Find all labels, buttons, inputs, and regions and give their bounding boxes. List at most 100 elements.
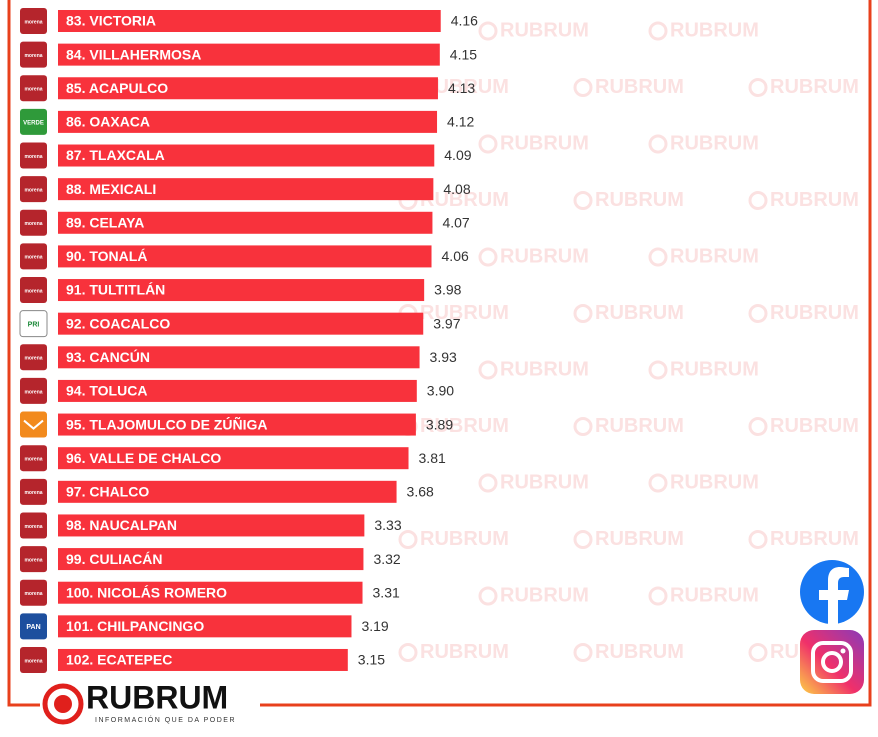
watermark-ring [398,530,418,549]
value-label: 4.08 [443,181,470,197]
watermark: RUBRUM [770,528,859,550]
bar [58,548,364,571]
value-label: 4.06 [442,248,469,264]
watermark: RUBRUM [420,302,509,324]
category-label: 98. NAUCALPAN [66,517,177,533]
bar [58,43,440,66]
category-label: 85. ACAPULCO [66,80,168,96]
watermark-ring [573,304,593,323]
watermark: RUBRUM [500,471,589,493]
facebook-icon[interactable] [800,560,864,626]
value-label: 3.93 [430,349,457,365]
watermark: RUBRUM [420,76,509,98]
brand-name: RUBRUM [86,679,228,715]
watermark-ring [648,360,668,380]
party-logo-text: morena [24,187,42,193]
watermark: RUBRUM [670,584,759,606]
party-logo-text: morena [24,87,42,93]
watermark-ring [648,21,668,41]
bar [58,413,416,436]
value-label: 3.15 [358,652,385,668]
party-logo [20,277,47,304]
party-logo [20,613,47,640]
watermark-ring [478,247,498,267]
party-logo-text: morena [24,221,42,227]
watermark: RUBRUM [500,132,589,154]
bar [58,346,420,369]
party-logo-mark [23,419,44,430]
value-label: 3.33 [374,517,401,533]
party-logo-text: morena [24,591,42,597]
watermark-ring [478,360,498,380]
bar [58,480,397,503]
category-label: 95. TLAJOMULCO DE ZÚÑIGA [66,415,267,432]
party-logo-text: morena [24,356,42,362]
watermark: RUBRUM [420,641,509,663]
frame [7,0,872,707]
value-label: 3.68 [407,484,434,500]
watermark: RUBRUM [595,528,684,550]
watermark-ring [573,643,593,662]
watermark: RUBRUM [500,245,589,267]
rows: morena 83. VICTORIA 4.16 morena 84. VILLAHER… [19,8,478,673]
watermark-ring [573,78,593,97]
watermark-ring [748,643,768,662]
party-logo-text: morena [24,53,42,59]
value-label: 3.31 [373,584,400,600]
bar [58,178,434,201]
party-logo-text: morena [24,658,42,664]
value-label: 3.98 [434,282,461,298]
brand-ring [42,683,84,725]
party-logo [20,478,47,505]
watermark-ring [478,586,498,606]
category-label: 83. VICTORIA [66,13,156,29]
watermark-ring [398,643,418,662]
party-logo [20,579,47,606]
watermark: RUBRUM [595,641,684,663]
bar [58,379,417,402]
value-label: 4.15 [450,46,477,62]
value-label: 4.09 [444,147,471,163]
category-label: 102. ECATEPEC [66,652,172,668]
party-logo-text: VERDE [23,120,44,126]
value-label: 3.89 [426,416,453,432]
bar [58,615,352,638]
category-label: 94. TOLUCA [66,383,147,399]
instagram-dot [840,648,846,654]
instagram-icon[interactable] [800,630,864,694]
party-logo [20,209,47,236]
category-label: 84. VILLAHERMOSA [66,46,201,62]
party-logo-text: morena [24,154,42,160]
category-label: 99. CULIACÁN [66,551,162,567]
watermark-ring [748,304,768,323]
instagram-frame [811,641,853,683]
watermark: RUBRUM [595,415,684,437]
watermark-ring [648,134,668,154]
bar [58,447,409,470]
party-logo [20,546,47,573]
watermark: RUBRUM [595,76,684,98]
party-logo-text: morena [24,255,42,261]
value-label: 4.16 [451,13,478,29]
watermark: RUBRUM [420,415,509,437]
category-label: 91. TULTITLÁN [66,282,165,298]
category-label: 101. CHILPANCINGO [66,618,204,634]
bar [58,211,433,234]
watermark-ring [648,247,668,267]
instagram-bg [800,630,864,694]
bar [58,279,425,302]
category-label: 87. TLAXCALA [66,147,165,163]
watermark: RUBRUM [670,132,759,154]
watermark-ring [748,78,768,97]
bar [58,245,432,268]
watermark: RUBRUM [770,76,859,98]
watermark-ring [478,134,498,154]
bar [58,110,438,133]
value-label: 3.90 [427,383,454,399]
watermark: RUBRUM [500,358,589,380]
value-label: 3.97 [433,315,460,331]
value-label: 4.12 [447,114,474,130]
brand-logo: RUBRUM INFORMACIÓN QUE DA PODER [40,679,260,730]
category-label: 90. TONALÁ [66,248,147,264]
